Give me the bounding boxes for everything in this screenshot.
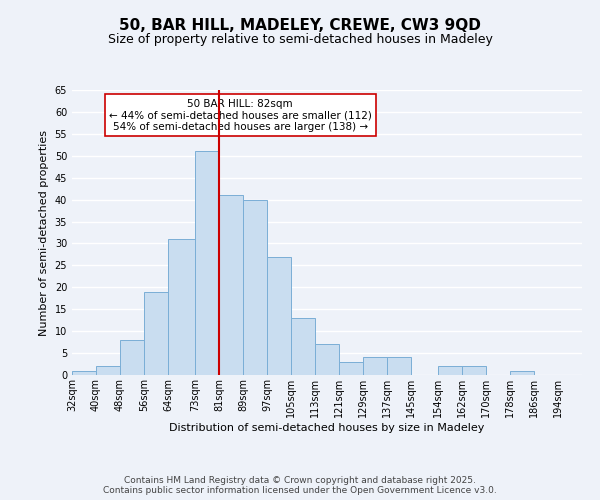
Bar: [438, 366, 462, 375]
Bar: [315, 344, 339, 375]
Bar: [267, 256, 291, 375]
Bar: [243, 200, 267, 375]
Bar: [72, 370, 96, 375]
Text: 50 BAR HILL: 82sqm
← 44% of semi-detached houses are smaller (112)
54% of semi-d: 50 BAR HILL: 82sqm ← 44% of semi-detache…: [109, 98, 372, 132]
Text: 50, BAR HILL, MADELEY, CREWE, CW3 9QD: 50, BAR HILL, MADELEY, CREWE, CW3 9QD: [119, 18, 481, 32]
Bar: [195, 152, 219, 375]
X-axis label: Distribution of semi-detached houses by size in Madeley: Distribution of semi-detached houses by …: [169, 422, 485, 432]
Bar: [339, 362, 363, 375]
Y-axis label: Number of semi-detached properties: Number of semi-detached properties: [39, 130, 49, 336]
Text: Size of property relative to semi-detached houses in Madeley: Size of property relative to semi-detach…: [107, 32, 493, 46]
Bar: [168, 239, 195, 375]
Bar: [219, 195, 243, 375]
Bar: [96, 366, 120, 375]
Text: Contains HM Land Registry data © Crown copyright and database right 2025.
Contai: Contains HM Land Registry data © Crown c…: [103, 476, 497, 495]
Bar: [120, 340, 144, 375]
Bar: [363, 358, 387, 375]
Bar: [291, 318, 315, 375]
Bar: [510, 370, 534, 375]
Bar: [144, 292, 168, 375]
Bar: [462, 366, 486, 375]
Bar: [387, 358, 411, 375]
